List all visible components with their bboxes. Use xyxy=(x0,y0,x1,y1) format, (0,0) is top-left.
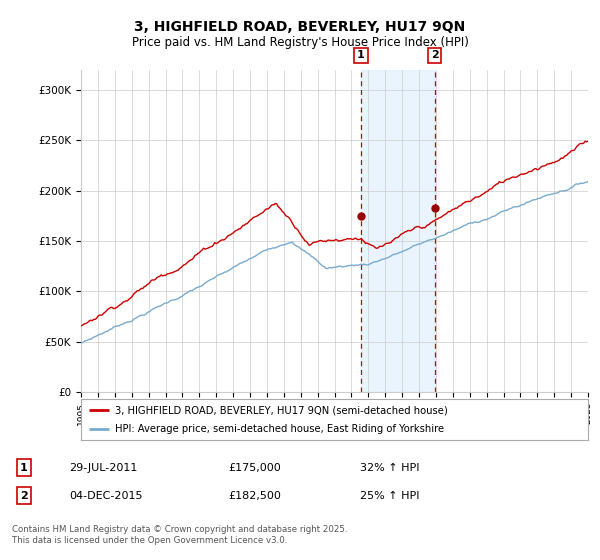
Text: 1: 1 xyxy=(357,50,365,60)
Text: 32% ↑ HPI: 32% ↑ HPI xyxy=(360,463,419,473)
Text: £182,500: £182,500 xyxy=(228,491,281,501)
Text: 2: 2 xyxy=(431,50,439,60)
Text: 3, HIGHFIELD ROAD, BEVERLEY, HU17 9QN (semi-detached house): 3, HIGHFIELD ROAD, BEVERLEY, HU17 9QN (s… xyxy=(115,405,448,415)
Text: HPI: Average price, semi-detached house, East Riding of Yorkshire: HPI: Average price, semi-detached house,… xyxy=(115,424,445,433)
Text: 2: 2 xyxy=(20,491,28,501)
Text: 3, HIGHFIELD ROAD, BEVERLEY, HU17 9QN: 3, HIGHFIELD ROAD, BEVERLEY, HU17 9QN xyxy=(134,20,466,34)
Text: Price paid vs. HM Land Registry's House Price Index (HPI): Price paid vs. HM Land Registry's House … xyxy=(131,36,469,49)
Text: 25% ↑ HPI: 25% ↑ HPI xyxy=(360,491,419,501)
Text: Contains HM Land Registry data © Crown copyright and database right 2025.
This d: Contains HM Land Registry data © Crown c… xyxy=(12,525,347,545)
Text: 1: 1 xyxy=(20,463,28,473)
Text: 04-DEC-2015: 04-DEC-2015 xyxy=(69,491,143,501)
Bar xyxy=(361,70,434,392)
Text: £175,000: £175,000 xyxy=(228,463,281,473)
Text: 29-JUL-2011: 29-JUL-2011 xyxy=(69,463,137,473)
